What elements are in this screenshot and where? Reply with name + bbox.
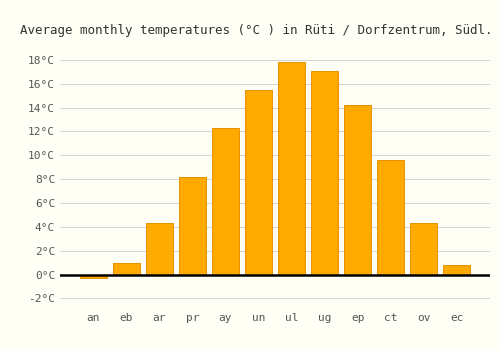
Bar <box>80 275 106 278</box>
Bar <box>146 223 173 275</box>
Bar <box>278 62 305 275</box>
Bar <box>377 160 404 275</box>
Bar <box>212 128 239 275</box>
Bar <box>410 223 438 275</box>
Bar <box>344 105 371 275</box>
Bar <box>444 265 470 275</box>
Bar <box>245 90 272 275</box>
Bar <box>112 262 140 275</box>
Bar <box>179 177 206 275</box>
Bar <box>311 71 338 275</box>
Title: Average monthly temperatures (°C ) in Rüti / Dorfzentrum, Südl. Teil: Average monthly temperatures (°C ) in Rü… <box>20 24 500 37</box>
